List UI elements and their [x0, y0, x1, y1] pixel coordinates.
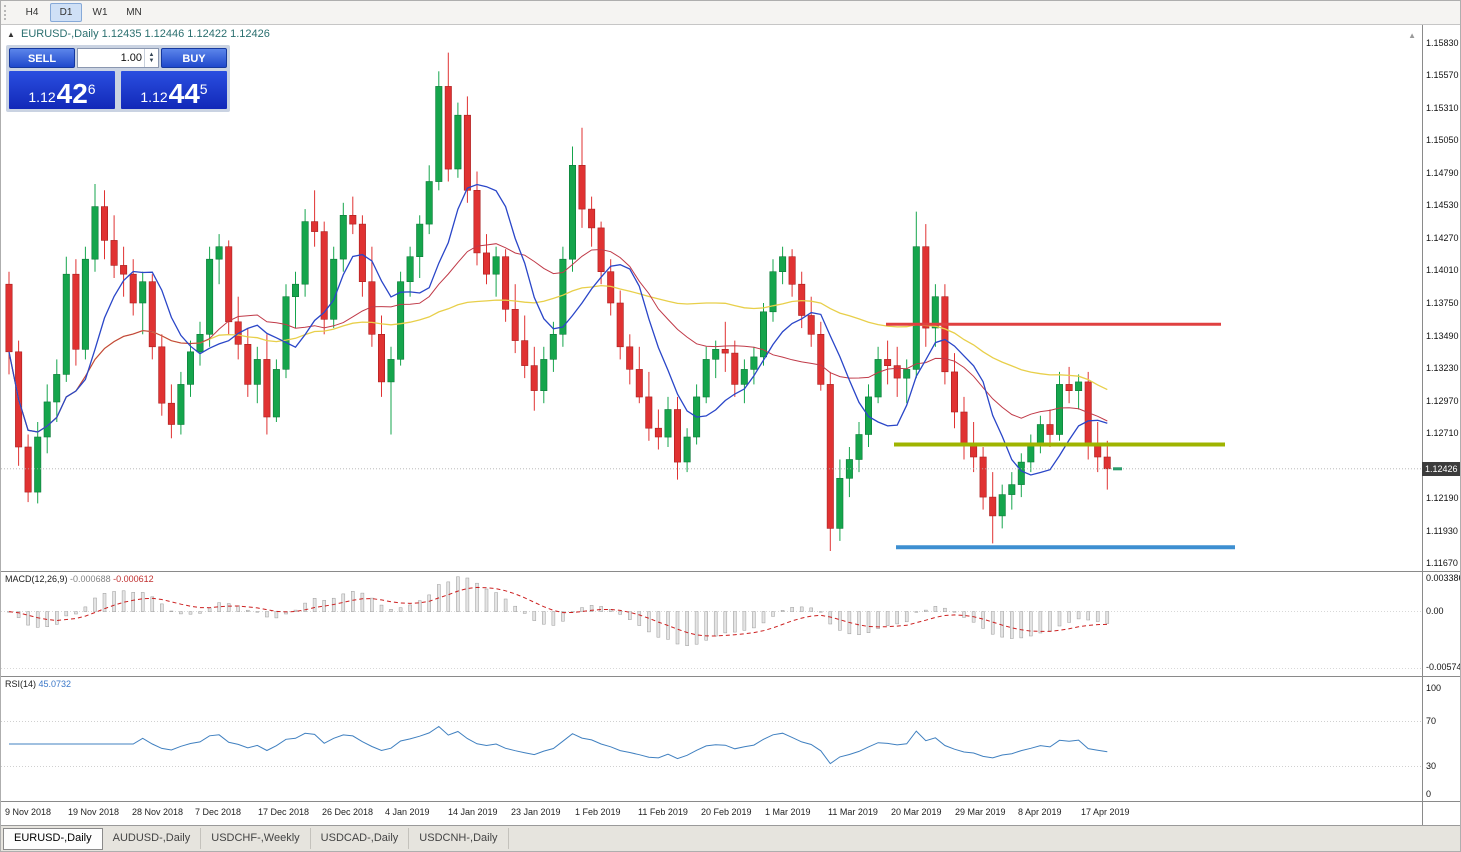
candlestick-chart — [1, 52, 1422, 551]
sell-price-prefix: 1.12 — [28, 89, 56, 105]
lot-size-input[interactable]: 1.00 ▲ ▼ — [77, 48, 159, 68]
price-axis-label: 1.13490 — [1426, 331, 1459, 341]
sell-price-sup: 6 — [87, 81, 96, 97]
macd-axis-zero: 0.00 — [1426, 606, 1444, 616]
chart-tab-eurusd-daily[interactable]: EURUSD-,Daily — [3, 828, 103, 850]
macd-panel: MACD(12,26,9) -0.000688 -0.000612 0.0033… — [1, 571, 1460, 676]
sell-price-big: 42 — [56, 78, 88, 109]
date-axis-label: 23 Jan 2019 — [511, 807, 561, 817]
price-axis-label: 1.14530 — [1426, 200, 1459, 210]
macd-axis-min: -0.00574 — [1426, 662, 1461, 672]
price-axis-label: 1.11670 — [1426, 558, 1458, 568]
price-axis-label: 1.15830 — [1426, 38, 1459, 48]
collapse-trade-panel-icon[interactable]: ▲ — [7, 30, 15, 39]
sell-price-display[interactable]: 1.12 42 6 — [9, 71, 115, 109]
date-axis-label: 11 Feb 2019 — [638, 807, 688, 817]
macd-main-value: -0.000688 — [70, 574, 111, 584]
date-axis-label: 1 Feb 2019 — [575, 807, 621, 817]
timeframe-button-d1[interactable]: D1 — [50, 3, 82, 22]
lot-spinner[interactable]: ▲ ▼ — [144, 49, 158, 67]
macd-label: MACD(12,26,9) -0.000688 -0.000612 — [5, 574, 154, 584]
rsi-axis-70: 70 — [1426, 716, 1437, 726]
chart-tab-usdcad-daily[interactable]: USDCAD-,Daily — [311, 828, 410, 849]
buy-price-prefix: 1.12 — [140, 89, 168, 105]
date-axis-label: 29 Mar 2019 — [955, 807, 1006, 817]
price-axis-label: 1.15310 — [1426, 103, 1459, 113]
rsi-axis-30: 30 — [1426, 761, 1437, 771]
date-axis-label: 7 Dec 2018 — [195, 807, 242, 817]
date-axis: 9 Nov 2018 19 Nov 2018 28 Nov 2018 7 Dec 20… — [1, 801, 1460, 825]
timeframe-toolbar: H4 D1 W1 MN — [1, 1, 1460, 25]
price-axis-label: 1.12190 — [1426, 493, 1459, 503]
rsi-axis-100: 100 — [1426, 683, 1442, 693]
rsi-label: RSI(14) 45.0732 — [5, 679, 71, 689]
date-axis-label: 20 Mar 2019 — [891, 807, 942, 817]
price-axis-label: 1.14270 — [1426, 233, 1459, 243]
price-axis-label: 1.14010 — [1426, 265, 1459, 275]
main-chart-panel: 1.15830 1.15570 1.15310 1.15050 1.14790 1.145… — [1, 25, 1460, 571]
sell-button[interactable]: SELL — [9, 48, 75, 68]
timeframe-button-h4[interactable]: H4 — [25, 7, 39, 18]
lot-size-value[interactable]: 1.00 — [120, 52, 142, 64]
rsi-title: RSI(14) — [5, 679, 37, 689]
date-axis-label: 28 Nov 2018 — [132, 807, 184, 817]
chart-tab-usdchf-weekly[interactable]: USDCHF-,Weekly — [201, 828, 311, 849]
price-axis-label: 1.12710 — [1426, 428, 1459, 438]
price-axis-label: 1.14790 — [1426, 168, 1459, 178]
macd-title: MACD(12,26,9) — [5, 574, 68, 584]
current-price-tag: 1.12426 — [1422, 462, 1460, 476]
price-axis-label: 1.15570 — [1426, 70, 1459, 80]
macd-axis: 0.003386 0.00 -0.00574 — [1422, 572, 1460, 676]
chart-tab-bar: EURUSD-,Daily AUDUSD-,Daily USDCHF-,Weekly… — [1, 825, 1460, 851]
autoscroll-icon[interactable]: ▲ — [1408, 31, 1416, 40]
macd-chart — [1, 576, 1422, 669]
price-axis-label: 1.13750 — [1426, 298, 1459, 308]
price-axis-label: 1.13230 — [1426, 363, 1459, 373]
price-axis-label: 1.11930 — [1426, 526, 1458, 536]
macd-axis-max: 0.003386 — [1426, 573, 1461, 583]
date-axis-label: 20 Feb 2019 — [701, 807, 752, 817]
date-axis-label: 11 Mar 2019 — [828, 807, 878, 817]
macd-signal-value: -0.000612 — [113, 574, 154, 584]
buy-price-display[interactable]: 1.12 44 5 — [121, 71, 227, 109]
date-axis-label: 17 Dec 2018 — [258, 807, 310, 817]
date-axis-label: 17 Apr 2019 — [1081, 807, 1130, 817]
date-axis-label: 8 Apr 2019 — [1018, 807, 1062, 817]
date-axis-corner — [1422, 802, 1460, 825]
date-axis-label: 26 Dec 2018 — [322, 807, 374, 817]
lot-spinner-down-icon[interactable]: ▼ — [148, 58, 155, 64]
rsi-panel: RSI(14) 45.0732 100 70 30 0 — [1, 676, 1460, 801]
toolbar-grip[interactable] — [4, 5, 11, 20]
quote-symbol-period: EURUSD-,Daily — [20, 28, 99, 40]
rsi-value: 45.0732 — [38, 679, 72, 689]
quote-header: ▲ EURUSD-,Daily 1.12435 1.12446 1.12422 … — [7, 28, 270, 40]
one-click-trading-panel: SELL 1.00 ▲ ▼ BUY 1.12 42 6 1.12 44 5 — [6, 45, 230, 112]
rsi-axis-0: 0 — [1426, 789, 1432, 799]
quote-ohlc-values: 1.12435 1.12446 1.12422 1.12426 — [101, 28, 270, 40]
buy-price-sup: 5 — [199, 81, 208, 97]
date-axis-label: 19 Nov 2018 — [68, 807, 120, 817]
buy-button[interactable]: BUY — [161, 48, 227, 68]
rsi-chart — [1, 721, 1422, 767]
price-axis: 1.15830 1.15570 1.15310 1.15050 1.14790 1.145… — [1422, 25, 1460, 571]
rsi-axis: 100 70 30 0 — [1422, 677, 1460, 801]
buy-price-big: 44 — [168, 78, 200, 109]
date-axis-label: 4 Jan 2019 — [385, 807, 430, 817]
timeframe-button-mn[interactable]: MN — [126, 7, 142, 18]
chart-tab-usdcnh-daily[interactable]: USDCNH-,Daily — [409, 828, 509, 849]
price-axis-label: 1.12970 — [1426, 396, 1459, 406]
date-axis-label: 1 Mar 2019 — [765, 807, 811, 817]
date-axis-label: 14 Jan 2019 — [448, 807, 498, 817]
lot-spinner-up-icon[interactable]: ▲ — [148, 52, 155, 58]
timeframe-button-w1[interactable]: W1 — [92, 7, 108, 18]
date-axis-label: 9 Nov 2018 — [5, 807, 52, 817]
chart-tab-audusd-daily[interactable]: AUDUSD-,Daily — [103, 828, 202, 849]
price-axis-label: 1.15050 — [1426, 135, 1459, 145]
